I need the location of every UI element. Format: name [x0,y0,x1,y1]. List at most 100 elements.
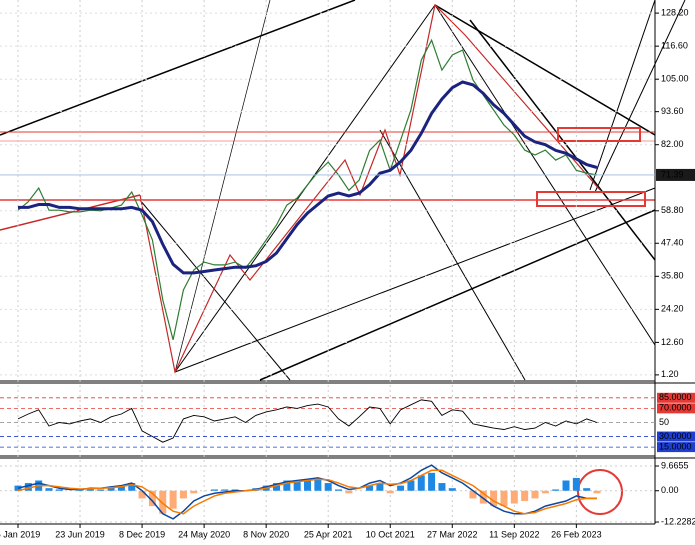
x-tick-label: 23 Jun 2019 [55,529,105,539]
histogram-bar [562,480,570,491]
histogram-bar [510,490,518,504]
trend-line [259,209,656,381]
histogram-bar [304,479,312,491]
series-line [17,469,597,515]
series-line [17,38,598,340]
histogram-bar [397,485,405,491]
y-tick-label: 47.40 [661,238,684,248]
histogram-bar [500,490,508,507]
y-tick-label: 0.00 [661,485,679,495]
y-tick-label: 35.80 [661,271,684,281]
trend-line [0,0,356,136]
histogram-bar [273,483,280,491]
highlight-box [536,191,646,207]
tick-label-bg [657,431,695,442]
trend-line [174,0,271,373]
histogram-bar [159,490,167,514]
y-tick-label: 116.60 [661,41,688,51]
histogram-bar [324,483,332,491]
histogram-bar [210,489,218,491]
y-tick-label: 128.20 [661,7,689,17]
tick-label-bg [657,442,695,453]
y-tick-label: 85.0000 [659,392,692,402]
histogram-bar [448,488,456,491]
highlight-circle [577,469,623,515]
histogram-bar [417,475,425,491]
x-tick-label: 27 Mar 2022 [427,529,478,539]
histogram-bar [407,480,415,491]
histogram-bar [366,485,374,491]
x-tick-label: 8 Dec 2019 [119,529,165,539]
x-tick-label: 5 Jan 2019 [0,529,40,539]
x-tick-label: 11 Sep 2022 [489,529,539,539]
histogram-bar [583,488,591,491]
histogram-bar [314,479,322,491]
y-tick-label: 82.00 [661,139,684,149]
histogram-bar [293,480,301,491]
histogram-bar [138,490,146,499]
histogram-bar [593,490,601,494]
x-tick-label: 8 Nov 2020 [243,529,289,539]
y-tick-label: 30.0000 [659,431,692,441]
tick-label-bg [657,392,695,403]
current-price-tag [656,168,695,181]
histogram-bar [376,483,384,491]
y-tick-label: 58.80 [661,205,684,215]
histogram-bar [521,490,529,501]
trend-line [434,4,656,136]
y-tick-label: 9.6655 [661,460,689,470]
histogram-bar [552,489,560,491]
trend-line [594,0,686,193]
histogram-bar [490,490,498,507]
y-tick-label: 93.60 [661,106,684,116]
histogram-bar [479,490,487,504]
series-line [17,464,597,520]
y-tick-label: 15.0000 [659,441,692,451]
histogram-bar [438,483,446,491]
histogram-bar [128,483,136,491]
histogram-bar [221,489,229,491]
histogram-bar [148,490,156,507]
y-tick-label: 1.20 [661,369,679,379]
y-tick-label: -12.2282 [661,516,695,526]
x-tick-label: 10 Oct 2021 [366,529,415,539]
x-tick-label: 25 Apr 2021 [304,529,353,539]
trend-line [139,199,291,381]
histogram-bar [179,490,187,499]
zigzag [139,3,601,374]
highlight-box [557,127,641,142]
histogram-bar [86,488,94,491]
histogram-bar [117,485,125,491]
histogram-bar [386,490,394,494]
y-tick-label: 24.20 [661,304,684,314]
y-tick-label: 105.00 [661,74,689,84]
trend-line [589,0,656,191]
histogram-bar [531,490,539,499]
histogram-bar [190,490,198,494]
histogram-bar [45,488,53,491]
levels [0,127,655,515]
series-line [18,80,598,275]
histogram-bar [107,486,115,491]
frame [0,0,695,525]
trend-line [174,187,656,373]
y-tick-label: 12.60 [661,337,684,347]
x-tick-label: 26 Feb 2023 [551,529,602,539]
histogram-bar [428,472,436,491]
y-tick-label: 70.0000 [659,403,692,413]
histogram-bar [24,483,32,491]
current-price-label: 71.39 [661,169,684,179]
x-tick-label: 24 May 2020 [178,529,230,539]
histogram-bar [469,490,477,499]
histogram-bar [55,489,63,491]
histogram-bar [345,490,353,494]
histogram-bar [283,480,291,491]
y-tick-label: 50 [659,417,669,427]
histogram-bar [97,489,105,491]
histogram-bar [335,489,343,491]
series-line [17,399,598,443]
histogram-bar [169,490,177,509]
histogram-bar [572,477,580,491]
